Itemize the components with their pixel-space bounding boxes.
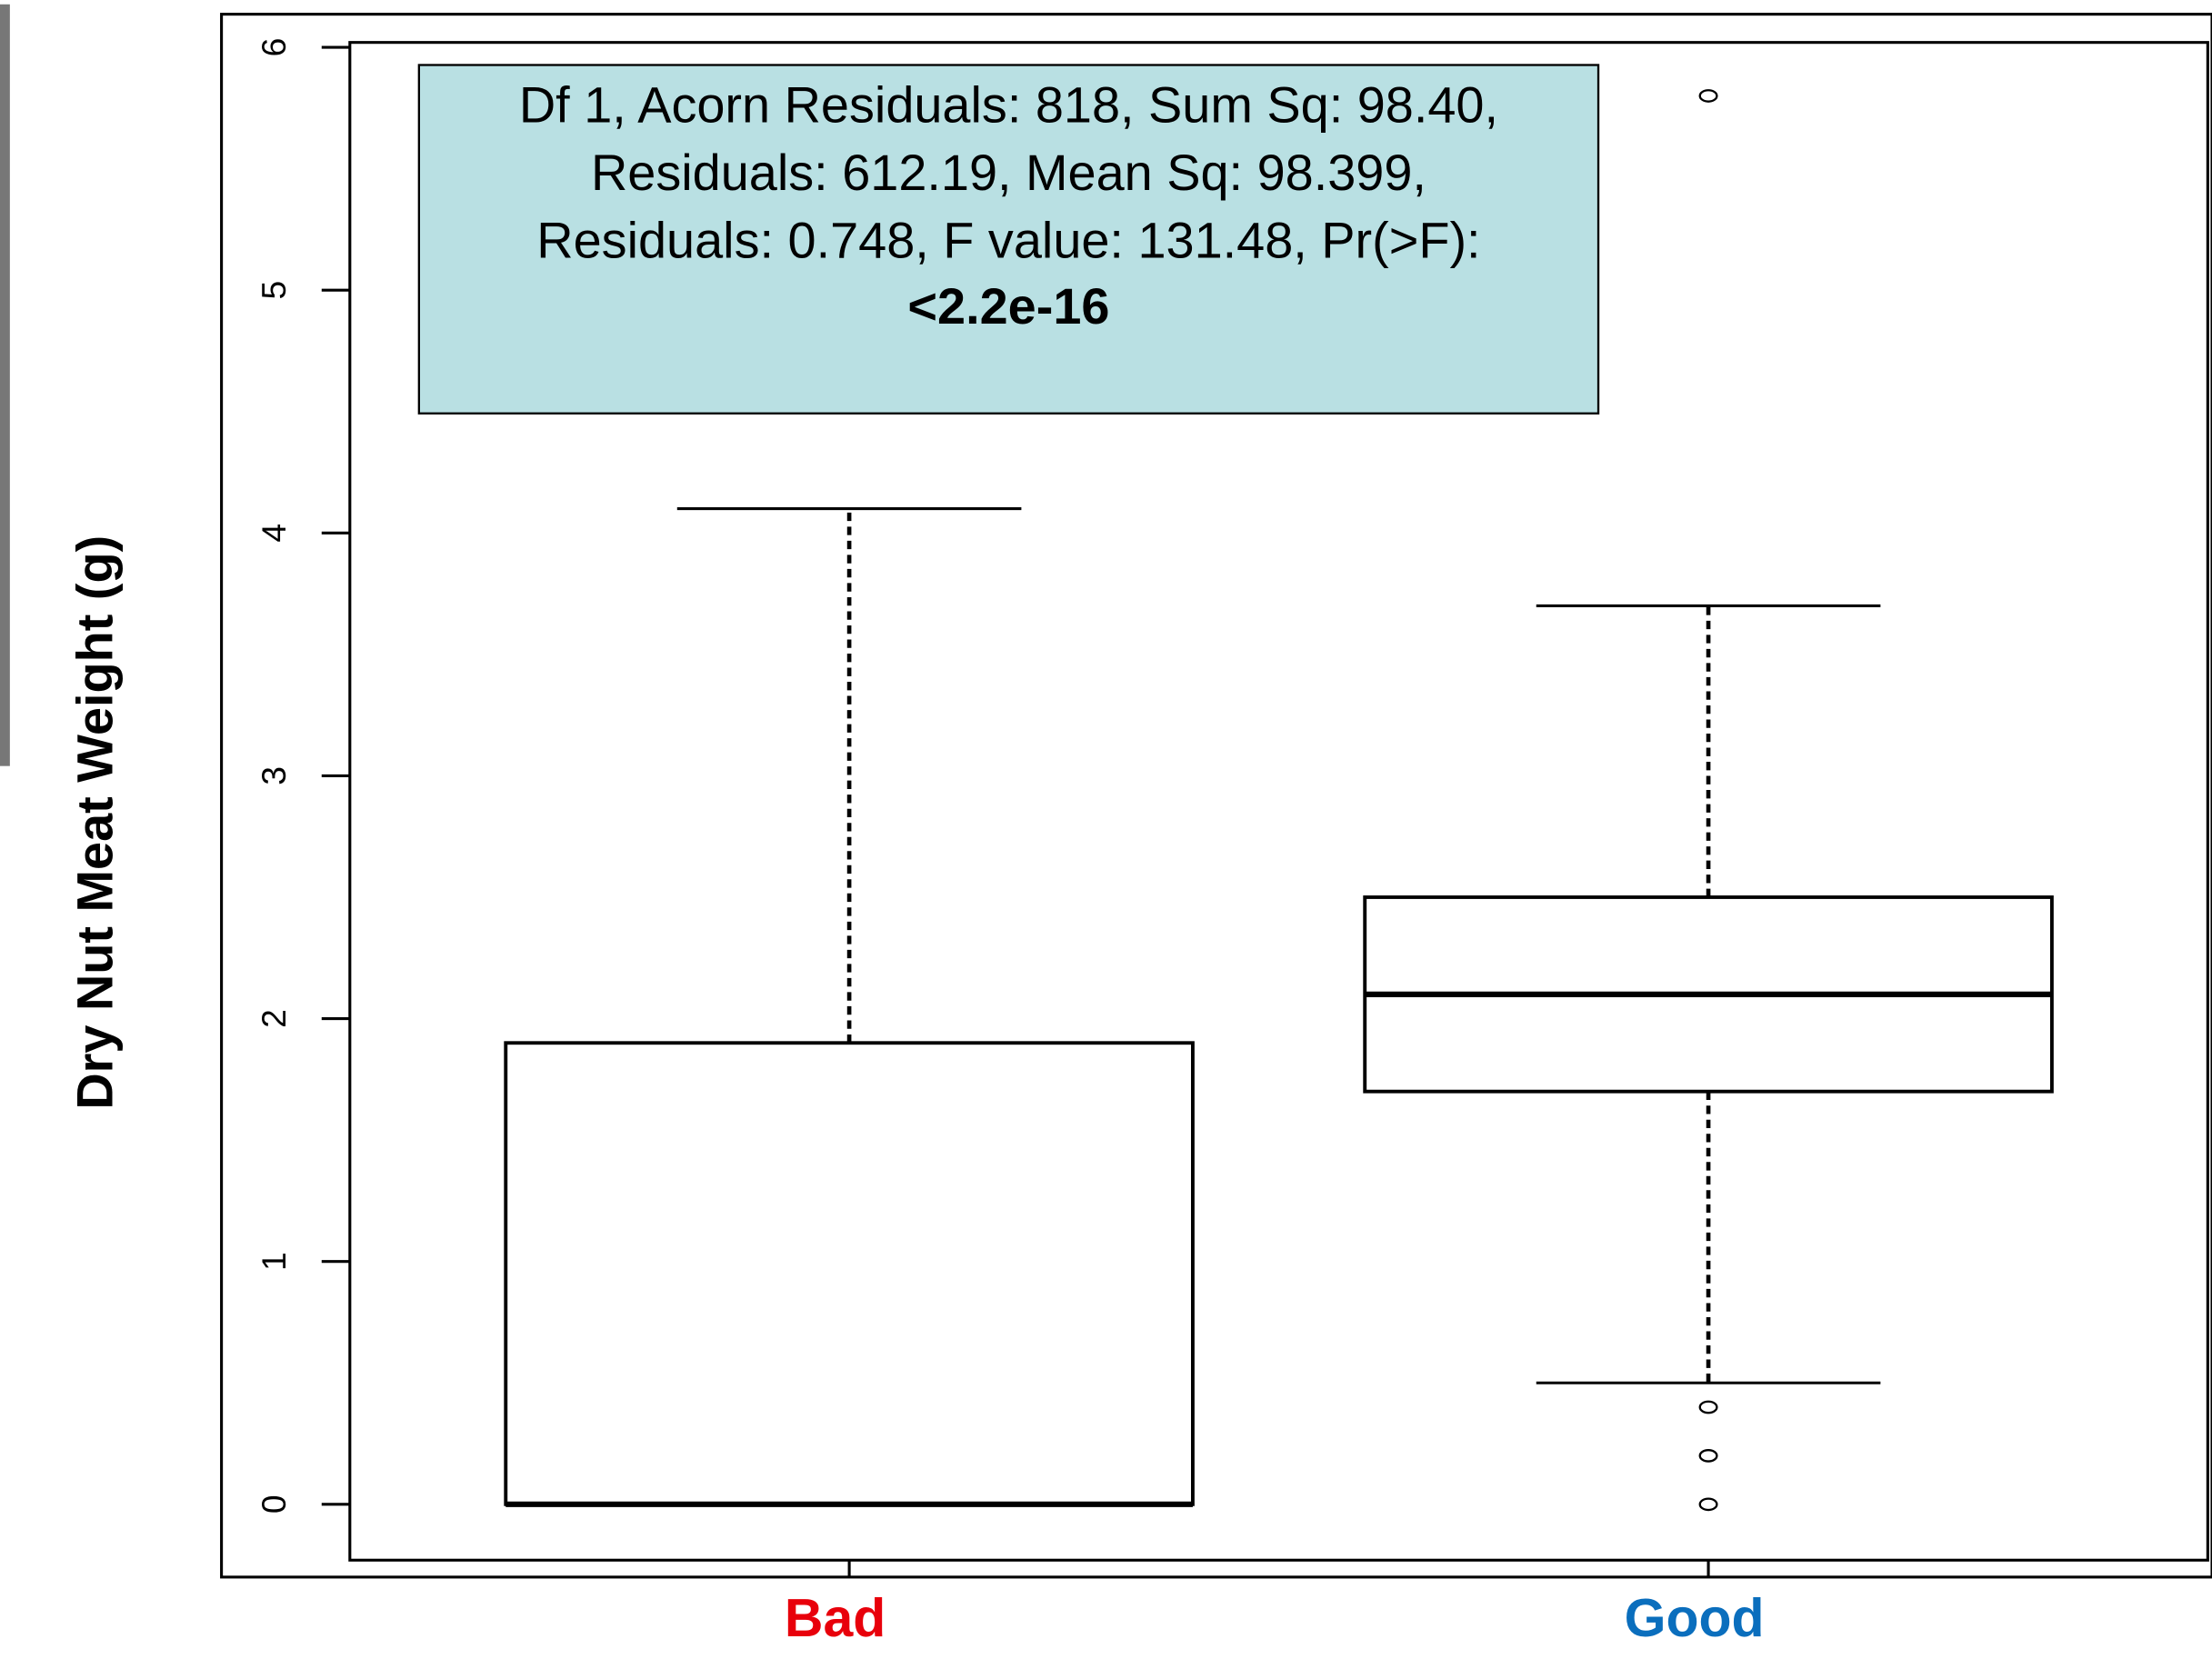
x-tick-label: Good <box>1625 1589 1765 1648</box>
outlier <box>1700 1499 1717 1510</box>
y-tick-label: 5 <box>255 281 293 300</box>
annotation-line: Residuals: 612.19, Mean Sq: 98.399, <box>591 144 1426 201</box>
y-tick-label: 1 <box>255 1252 293 1271</box>
annotation-line: Df 1, Acorn Residuals: 818, Sum Sq: 98.4… <box>519 75 1498 133</box>
chart: Dry Nut Meat Weight (g) 0 1 2 3 4 5 6 Bad Good Df… <box>0 0 2212 1659</box>
outlier <box>1700 90 1717 101</box>
background-strip <box>0 5 10 766</box>
y-tick-label: 3 <box>255 766 293 785</box>
box <box>505 1043 1193 1504</box>
annotation-emphasis: <2.2e-16 <box>907 277 1109 335</box>
outlier <box>1700 1450 1717 1461</box>
y-tick-label: 0 <box>255 1494 293 1514</box>
x-tick-label: Bad <box>785 1589 886 1648</box>
y-tick-label: 6 <box>255 38 293 57</box>
annotation-line: Residuals: 0.748, F value: 131.48, Pr(>F… <box>536 211 1480 268</box>
outlier <box>1700 1402 1717 1413</box>
y-axis-label: Dry Nut Meat Weight (g) <box>65 535 123 1110</box>
page: Dry Nut Meat Weight (g) 0 1 2 3 4 5 6 Bad Good Df… <box>0 0 2212 1659</box>
y-tick-label: 2 <box>255 1009 293 1028</box>
y-tick-label: 4 <box>255 524 293 543</box>
